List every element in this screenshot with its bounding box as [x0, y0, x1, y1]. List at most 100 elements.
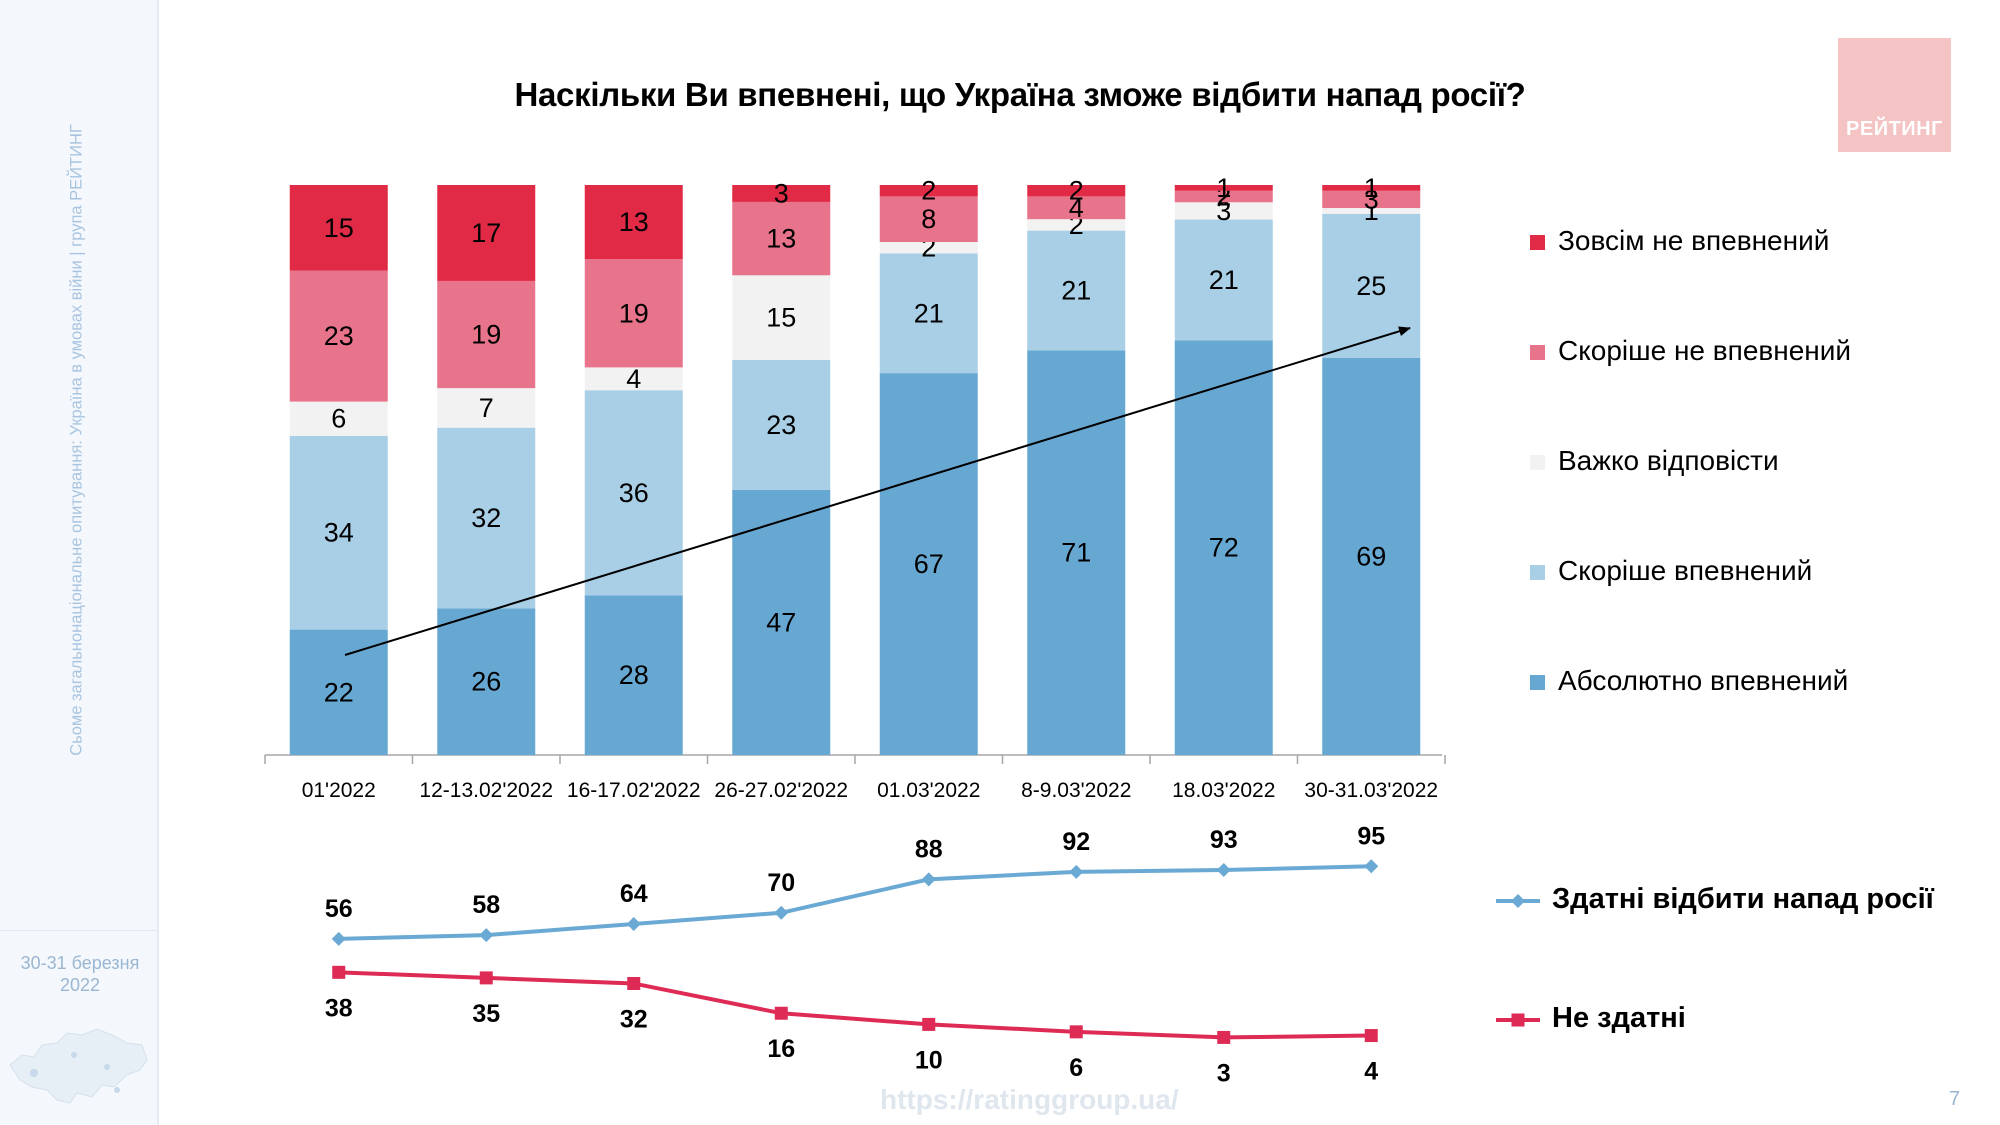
page-number: 7	[1949, 1088, 1961, 1110]
bar-segment	[1174, 185, 1273, 191]
bar-value-label: 72	[1209, 533, 1239, 563]
bar-segment	[437, 388, 536, 428]
bar-segment	[1027, 185, 1126, 197]
bar-value-label: 13	[619, 207, 649, 237]
bar-segment	[1322, 190, 1421, 209]
bar-segment	[437, 608, 536, 755]
legend-swatch	[1530, 345, 1545, 360]
bar-segment	[1322, 357, 1421, 755]
bar-segment	[879, 253, 978, 374]
bar-segment	[1174, 219, 1273, 341]
bar-value-label: 23	[324, 321, 354, 351]
bar-segment	[879, 185, 978, 197]
bar-segment	[437, 427, 536, 609]
bar-segment	[879, 242, 978, 254]
legend-swatch	[1530, 235, 1545, 250]
bar-value-label: 34	[324, 518, 354, 548]
bar-segment	[437, 185, 536, 281]
bar-segment	[732, 201, 831, 276]
bar-value-label: 4	[626, 364, 641, 394]
legend-swatch	[1530, 675, 1545, 690]
bar-segment	[289, 270, 388, 402]
bar-value-label: 21	[1209, 265, 1239, 295]
bar-value-label: 71	[1061, 538, 1091, 568]
bar-segment	[584, 185, 683, 260]
bar-value-label: 19	[619, 298, 649, 328]
bar-segment	[732, 185, 831, 202]
survey-date-line1: 30-31 березня	[20, 953, 140, 973]
x-tick-label: 01'2022	[302, 779, 376, 802]
bar-value-label: 19	[471, 320, 501, 350]
bar-value-label: 13	[766, 224, 796, 254]
bar-value-label: 15	[324, 213, 354, 243]
bar-value-label: 26	[471, 667, 501, 697]
bar-segment	[1027, 196, 1126, 220]
trend-arrow	[344, 326, 1411, 656]
legend-label: Скоріше не впевнений	[1558, 335, 1852, 366]
sidebar: Сьоме загальнонаціональне опитування: Ук…	[0, 0, 159, 1125]
survey-date-line2: 2022	[59, 975, 101, 995]
legend-label: Абсолютно впевнений	[1558, 665, 1849, 696]
x-tick-label: 16-17.02'2022	[567, 779, 701, 802]
sidebar-divider	[0, 930, 157, 931]
bar-segment	[289, 401, 388, 436]
bar-segment	[584, 259, 683, 368]
ukraine-map-icon	[9, 1028, 148, 1104]
bar-segment	[1174, 340, 1273, 755]
bar-segment	[732, 275, 831, 360]
bar-value-label: 3	[1364, 184, 1379, 214]
bar-segment	[1027, 350, 1126, 755]
bar-segment	[1174, 190, 1273, 203]
bar-segment	[879, 196, 978, 242]
bar-value-label: 25	[1356, 271, 1386, 301]
diamond-marker-icon	[1496, 894, 1540, 908]
bar-value-label: 2	[921, 176, 936, 206]
bar-value-label: 21	[1061, 275, 1091, 305]
bar-segment	[289, 629, 388, 755]
legend-swatch	[1530, 565, 1545, 580]
website-link[interactable]: https://ratinggroup.ua/	[880, 1084, 1179, 1115]
bar-value-label: 6	[331, 404, 346, 434]
bar-value-label: 23	[766, 410, 796, 440]
survey-date: 30-31 березня 2022	[0, 952, 160, 996]
x-tick-label: 12-13.02'2022	[419, 779, 553, 802]
bar-value-label: 17	[471, 218, 501, 248]
legend-label: Не здатні	[1552, 1002, 1686, 1034]
bar-value-label: 21	[914, 298, 944, 328]
x-tick-label: 01.03'2022	[877, 779, 980, 802]
bar-value-label: 4	[1069, 193, 1084, 223]
rating-logo: РЕЙТИНГ	[1838, 38, 1951, 152]
bar-value-label: 1	[1216, 173, 1231, 203]
bar-value-label: 2	[1069, 176, 1084, 206]
bar-segment	[437, 280, 536, 389]
x-tick-label: 30-31.03'2022	[1304, 779, 1438, 802]
bar-segment	[732, 489, 831, 755]
bar-segment	[584, 390, 683, 596]
bar-value-label: 67	[914, 549, 944, 579]
bar-value-label: 3	[774, 178, 789, 208]
legend-label: Зовсім не впевнений	[1558, 225, 1830, 256]
chart-title: Наскільки Ви впевнені, що Україна зможе …	[514, 76, 1526, 113]
bar-segment	[1322, 208, 1421, 214]
bar-segment	[1322, 185, 1421, 191]
bar-segment	[289, 435, 388, 630]
bar-value-label: 28	[619, 660, 649, 690]
legend-swatch	[1530, 455, 1545, 470]
bar-value-label: 8	[921, 204, 936, 234]
x-tick-label: 8-9.03'2022	[1021, 779, 1131, 802]
x-tick-label: 26-27.02'2022	[714, 779, 848, 802]
bar-value-label: 1	[1364, 173, 1379, 203]
bar-value-label: 15	[766, 303, 796, 333]
square-marker-icon	[1496, 1013, 1540, 1027]
bar-segment	[584, 367, 683, 391]
legend-label: Скоріше впевнений	[1558, 555, 1813, 586]
bar-segment	[1027, 219, 1126, 231]
bar-segment	[1174, 202, 1273, 220]
bar-value-label: 36	[619, 478, 649, 508]
bar-value-label: 47	[766, 607, 796, 637]
bar-segment	[1027, 230, 1126, 351]
legend-label: Важко відповісти	[1558, 445, 1779, 476]
logo-text: РЕЙТИНГ	[1846, 118, 1943, 140]
bar-value-label: 3	[1216, 196, 1231, 226]
